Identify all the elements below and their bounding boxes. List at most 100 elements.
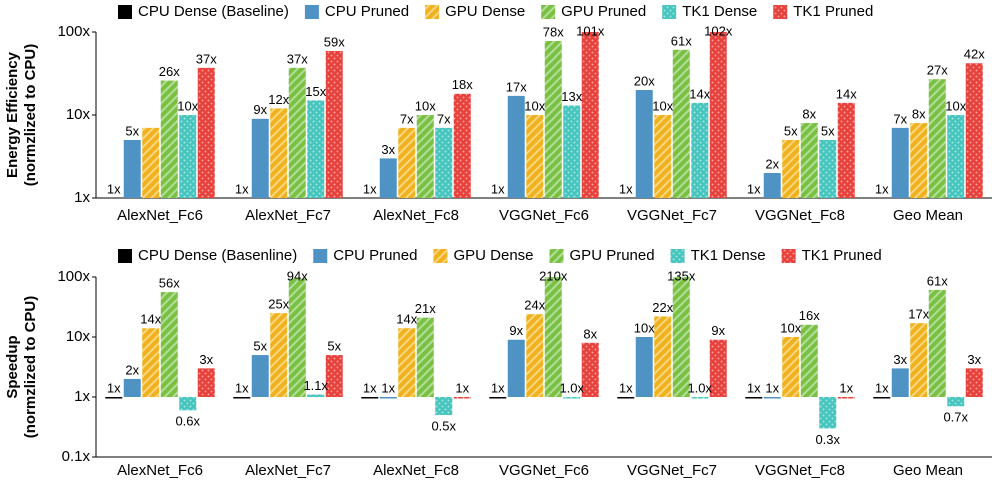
value-label: 16x: [799, 308, 820, 323]
bar: [910, 123, 928, 198]
value-label: 24x: [524, 298, 545, 313]
value-label: 3x: [199, 352, 213, 367]
legend-swatch: [304, 5, 319, 19]
bar: [197, 368, 215, 397]
value-label: 14x: [689, 86, 710, 101]
bar: [654, 115, 672, 198]
plot-area: [123, 32, 983, 198]
x-tick-label: AlexNet_Fc6: [117, 207, 203, 224]
bar: [581, 342, 599, 397]
bar: [947, 397, 965, 407]
legend-swatch: [313, 249, 328, 263]
value-label: 102x: [704, 23, 733, 38]
bar: [800, 123, 818, 198]
value-label: 1x: [491, 181, 505, 196]
value-label: 13x: [561, 89, 582, 104]
value-label: 1x: [765, 380, 779, 395]
x-tick-label: AlexNet_Fc7: [245, 462, 331, 479]
value-label: 21x: [415, 301, 436, 316]
value-label: 61x: [671, 33, 692, 48]
value-label: 9x: [711, 323, 725, 338]
value-label: 27x: [927, 63, 948, 78]
x-tick-label: VGGNet_Fc7: [627, 462, 717, 479]
bar: [435, 397, 453, 416]
value-label: 1x: [491, 380, 505, 395]
bar: [270, 313, 288, 397]
bar: [398, 328, 416, 397]
legend-label: GPU Pruned: [561, 3, 646, 20]
value-label: 37x: [287, 51, 308, 66]
value-label: 94x: [287, 268, 308, 283]
bar: [526, 314, 544, 397]
value-label: 0.3x: [815, 432, 840, 447]
value-label: 26x: [159, 64, 180, 79]
bar: [617, 397, 635, 399]
bar: [837, 102, 855, 198]
x-tick-label: AlexNet_Fc8: [373, 462, 459, 479]
bar: [819, 397, 837, 429]
x-tick-label: VGGNet_Fc6: [499, 462, 589, 479]
legend-label: TK1 Pruned: [802, 247, 882, 264]
value-label: 1x: [363, 380, 377, 395]
bar: [123, 378, 141, 397]
bar: [563, 105, 581, 198]
value-label: 8x: [583, 326, 597, 341]
x-tick-label: VGGNet_Fc8: [755, 462, 845, 479]
bar: [179, 397, 197, 411]
value-label: 59x: [324, 34, 345, 49]
legend-label: CPU Dense (Baseline): [138, 3, 289, 20]
value-label: 1x: [619, 380, 633, 395]
legend-swatch: [549, 249, 564, 263]
bar: [745, 397, 763, 399]
bar: [105, 397, 123, 399]
y-tick-label: 100x: [57, 268, 90, 285]
legend-swatch: [541, 5, 556, 19]
y-tick-label: 1x: [74, 189, 90, 206]
legend-label: TK1 Dense: [682, 3, 757, 20]
bar: [416, 115, 434, 198]
legend-swatch: [662, 5, 677, 19]
value-label: 0.5x: [431, 418, 456, 433]
value-label: 18x: [452, 77, 473, 92]
bar: [288, 67, 306, 198]
value-label: 3x: [893, 352, 907, 367]
legend-swatch: [781, 249, 796, 263]
value-label: 5x: [327, 338, 341, 353]
value-label: 7x: [437, 111, 451, 126]
value-label: 210x: [539, 268, 568, 283]
value-label: 61x: [927, 273, 948, 288]
y-tick-label: 10x: [66, 328, 91, 345]
bar: [526, 115, 544, 198]
value-label: 15x: [305, 84, 326, 99]
value-label: 1x: [235, 181, 249, 196]
bar: [544, 40, 562, 198]
value-label: 14x: [140, 312, 161, 327]
bar: [819, 139, 837, 198]
legend-label: GPU Pruned: [570, 247, 655, 264]
bar: [928, 289, 946, 397]
value-label: 5x: [125, 123, 139, 138]
bar: [307, 394, 325, 397]
value-label: 0.6x: [175, 414, 200, 429]
value-label: 10x: [945, 98, 966, 113]
bar: [507, 95, 525, 198]
value-label: 1x: [455, 380, 469, 395]
bar: [709, 32, 727, 198]
value-label: 10x: [415, 98, 436, 113]
bar: [507, 339, 525, 397]
value-label: 37x: [196, 51, 217, 66]
bar: [453, 93, 471, 198]
value-label: 3x: [381, 142, 395, 157]
value-label: 9x: [509, 323, 523, 338]
value-label: 3x: [967, 352, 981, 367]
legend-label: GPU Dense: [453, 247, 533, 264]
y-axis-label-line: Energy Efficiency: [4, 51, 21, 178]
bar: [489, 397, 507, 399]
value-label: 12x: [268, 92, 289, 107]
bar: [435, 127, 453, 198]
bar: [837, 397, 855, 399]
bar: [635, 337, 653, 397]
y-tick-label: 0.1x: [62, 448, 91, 465]
y-tick-label: 10x: [66, 106, 91, 123]
bar: [965, 368, 983, 397]
